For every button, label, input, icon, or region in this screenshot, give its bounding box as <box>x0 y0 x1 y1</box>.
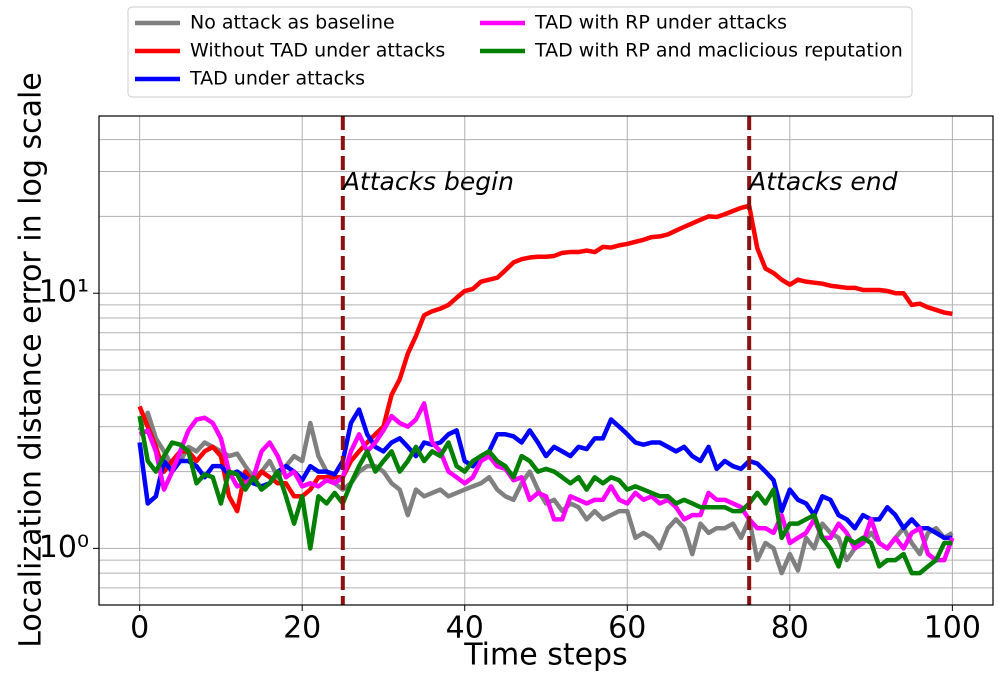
data-line <box>137 203 953 514</box>
plot-frame <box>98 115 994 606</box>
x-tick-label: 100 <box>924 611 981 646</box>
legend-label: Without TAD under attacks <box>190 40 445 62</box>
legend-label: TAD under attacks <box>189 68 365 90</box>
legend-label: TAD with RP under attacks <box>534 12 787 34</box>
y-tick-label: 10⁰ <box>39 530 89 565</box>
x-tick-label: 20 <box>283 611 321 646</box>
y-axis-label: Localization distance error in log scale <box>14 72 49 648</box>
legend-label: No attack as baseline <box>190 12 395 34</box>
x-tick-label: 0 <box>130 611 149 646</box>
x-tick-label: 40 <box>446 611 484 646</box>
annotation: Attacks begin <box>341 167 514 196</box>
x-tick-label: 80 <box>771 611 809 646</box>
data-line <box>137 415 953 576</box>
x-tick-label: 60 <box>608 611 646 646</box>
annotation: Attacks end <box>747 167 897 196</box>
y-tick-label: 10¹ <box>39 275 89 310</box>
legend-label: TAD with RP and maclicious reputation <box>534 40 903 62</box>
x-axis-label: Time steps <box>463 638 627 673</box>
